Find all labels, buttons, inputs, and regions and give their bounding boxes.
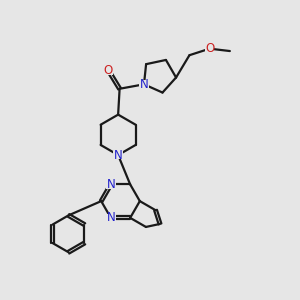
Bar xyxy=(106,214,116,222)
Text: O: O xyxy=(205,42,214,55)
Text: O: O xyxy=(104,64,113,77)
Text: N: N xyxy=(106,178,115,191)
Bar xyxy=(103,66,113,74)
Text: N: N xyxy=(140,78,148,91)
Bar xyxy=(106,180,116,189)
Text: N: N xyxy=(114,148,122,162)
Bar xyxy=(113,151,123,159)
Bar xyxy=(139,80,149,88)
Text: N: N xyxy=(106,212,115,224)
Bar xyxy=(205,44,214,53)
